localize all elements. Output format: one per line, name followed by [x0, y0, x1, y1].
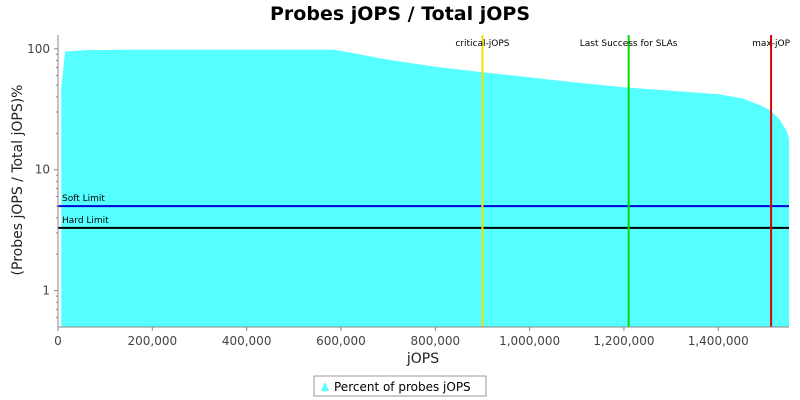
x-axis-label: jOPS — [406, 351, 439, 367]
y-tick-label-0: 1 — [42, 284, 50, 298]
series-area-0 — [61, 49, 790, 328]
hline-marker-label-1: Hard Limit — [62, 216, 109, 226]
y-tick-label-1: 10 — [35, 163, 50, 177]
legend: Percent of probes jOPS — [313, 375, 487, 397]
x-tick-label-0: 0 — [54, 334, 62, 348]
vline-marker-label-2: max-jOP — [752, 39, 790, 49]
x-tick-label-7: 1,400,000 — [688, 334, 749, 348]
x-tick-label-1: 200,000 — [128, 334, 178, 348]
vline-marker-label-0: critical-jOPS — [455, 39, 509, 49]
legend-item-label: Percent of probes jOPS — [334, 380, 471, 394]
x-tick-label-6: 1,200,000 — [593, 334, 654, 348]
legend-series-marker — [321, 382, 329, 391]
x-tick-label-3: 600,000 — [316, 334, 366, 348]
legend-swatch-icon — [321, 382, 329, 391]
hline-marker-label-0: Soft Limit — [62, 194, 105, 204]
x-tick-label-5: 1,000,000 — [499, 334, 560, 348]
x-tick-label-2: 400,000 — [222, 334, 272, 348]
y-axis-label: (Probes jOPS / Total jOPS)% — [10, 85, 26, 276]
vline-marker-label-1: Last Success for SLAs — [580, 39, 678, 49]
legend-box — [313, 375, 487, 397]
plot-area: Soft Limit Hard Limit critical-jOPS Last Su… — [27, 35, 791, 348]
y-tick-label-2: 100 — [27, 42, 50, 56]
chart-title: Probes jOPS / Total jOPS — [270, 3, 530, 25]
x-tick-label-4: 800,000 — [410, 334, 460, 348]
